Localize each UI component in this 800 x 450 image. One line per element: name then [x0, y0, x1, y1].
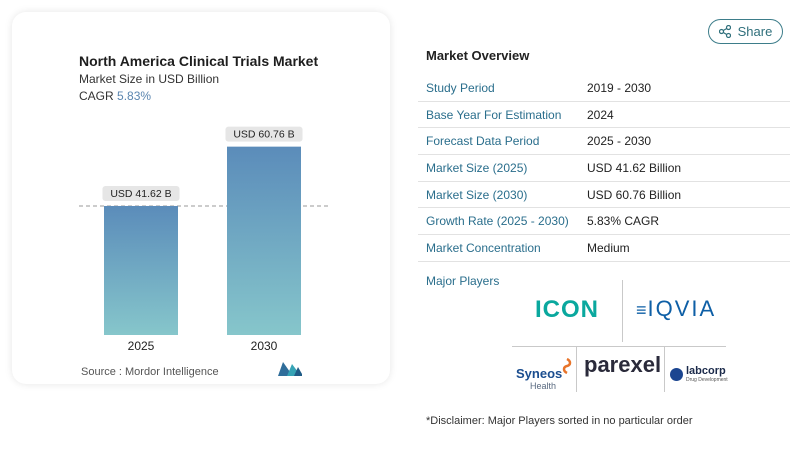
bar: [104, 205, 178, 335]
iqvia-mark-icon: ≡: [636, 300, 646, 320]
labcorp-logo-sub: Drug Development: [686, 377, 728, 383]
major-players-label: Major Players: [426, 274, 500, 288]
overview-row: Base Year For Estimation 2024: [418, 102, 790, 129]
syneos-logo: Syneos Health: [516, 366, 562, 391]
overview-value: Medium: [587, 240, 630, 255]
overview-value: USD 41.62 Billion: [587, 160, 682, 175]
logo-divider: [576, 346, 577, 392]
overview-row: Market Concentration Medium: [418, 235, 790, 262]
share-button[interactable]: Share: [708, 19, 783, 44]
data-label: USD 60.76 B: [233, 129, 294, 141]
overview-label: Growth Rate (2025 - 2030): [426, 214, 569, 229]
share-label: Share: [737, 24, 773, 39]
overview-value: 2025 - 2030: [587, 134, 652, 149]
syneos-mark-icon: [562, 358, 572, 374]
overview-title: Market Overview: [426, 48, 530, 63]
overview-table: Study Period 2019 - 2030 Base Year For E…: [418, 75, 790, 262]
data-label-bg: [225, 126, 303, 142]
labcorp-logo: labcorp Drug Development: [670, 365, 728, 383]
bar-chart: USD 41.62 B 2025 USD 60.76 B 2030: [79, 126, 328, 353]
overview-label: Study Period: [426, 80, 495, 95]
overview-label: Base Year For Estimation: [426, 107, 562, 122]
x-tick-label: 2030: [251, 339, 278, 353]
chart-title: North America Clinical Trials Market: [79, 53, 319, 69]
overview-row: Growth Rate (2025 - 2030) 5.83% CAGR: [418, 208, 790, 236]
overview-row: Study Period 2019 - 2030: [418, 75, 790, 102]
share-icon: [718, 25, 731, 38]
mordor-logo-icon: [278, 362, 302, 376]
overview-label: Forecast Data Period: [426, 134, 540, 149]
data-label: USD 41.62 B: [110, 188, 171, 200]
bar: [227, 146, 301, 335]
data-label-bg: [102, 185, 180, 201]
overview-row: Market Size (2025) USD 41.62 Billion: [418, 155, 790, 182]
overview-value: 5.83% CAGR: [587, 214, 660, 229]
overview-value: 2024: [587, 107, 614, 122]
cagr-value: 5.83%: [117, 89, 152, 103]
syneos-logo-sub: Health: [530, 381, 557, 391]
cagr-label: CAGR: [79, 89, 114, 103]
source-note: Source : Mordor Intelligence: [81, 366, 219, 378]
syneos-logo-text: Syneos: [516, 366, 563, 381]
logo-divider: [512, 346, 726, 347]
chart-card: [12, 12, 390, 384]
overview-value: USD 60.76 Billion: [587, 187, 682, 202]
icon-logo: ICON: [535, 296, 599, 323]
overview-value: 2019 - 2030: [587, 80, 652, 95]
logo-divider: [622, 280, 623, 342]
cagr-line: CAGR 5.83%: [79, 89, 151, 103]
labcorp-logo-text: labcorp: [686, 365, 726, 377]
overview-label: Market Concentration: [426, 240, 541, 255]
chart-subtitle: Market Size in USD Billion: [79, 72, 220, 86]
parexel-logo: parexel: [584, 352, 662, 377]
overview-label: Market Size (2030): [426, 187, 528, 202]
overview-row: Market Size (2030) USD 60.76 Billion: [418, 182, 790, 209]
labcorp-mark-icon: [670, 367, 683, 381]
logo-divider: [664, 346, 665, 392]
overview-label: Market Size (2025): [426, 160, 528, 175]
iqvia-logo-text: IQVIA: [647, 296, 717, 321]
x-tick-label: 2025: [128, 339, 155, 353]
disclaimer: *Disclaimer: Major Players sorted in no …: [426, 415, 693, 427]
overview-row: Forecast Data Period 2025 - 2030: [418, 128, 790, 156]
iqvia-logo: ≡ IQVIA: [636, 296, 716, 322]
